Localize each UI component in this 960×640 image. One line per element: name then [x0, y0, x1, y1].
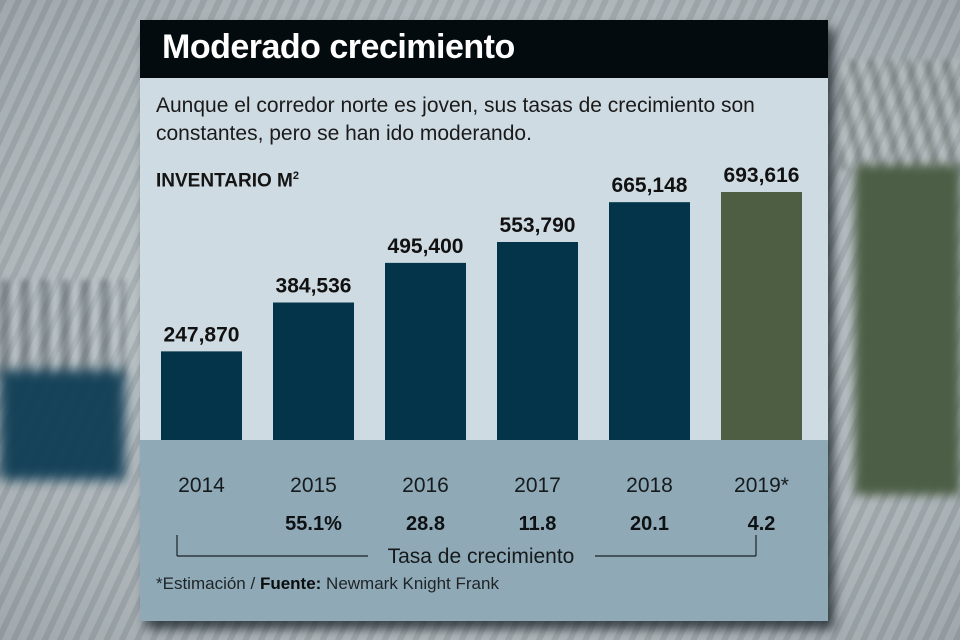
category-label: 2017: [514, 474, 561, 497]
y-axis-label: INVENTARIO M2: [156, 170, 299, 192]
lower-band: [140, 440, 828, 621]
source-footer: *Estimación / Fuente: Newmark Knight Fra…: [156, 574, 499, 594]
growth-rate-caption: Tasa de crecimiento: [388, 545, 575, 568]
value-label: 665,148: [612, 174, 688, 197]
background-blur-left-top: [0, 280, 125, 380]
inventory-label-text: INVENTARIO M: [156, 170, 293, 192]
category-label: 2015: [290, 474, 337, 497]
growth-rate-label: 55.1%: [285, 513, 342, 535]
growth-rate-label: 4.2: [748, 513, 776, 535]
bar-2018: [609, 202, 690, 440]
value-label: 495,400: [388, 235, 464, 258]
bar-2016: [385, 262, 466, 440]
value-label: 247,870: [164, 323, 240, 346]
chart-title: Moderado crecimiento: [162, 28, 515, 66]
category-label: 2018: [626, 474, 673, 497]
growth-rate-label: 20.1: [630, 513, 669, 535]
inventory-unit-sup: 2: [292, 170, 299, 182]
growth-rate-label: 28.8: [406, 513, 445, 535]
background-blur-left: [0, 370, 125, 480]
category-label: 2016: [402, 474, 449, 497]
title-bar: Moderado crecimiento: [140, 20, 828, 78]
bar-2019: [721, 192, 802, 440]
category-label: 2019*: [734, 474, 789, 497]
category-label: 2014: [178, 474, 225, 497]
bar-2017: [497, 241, 578, 440]
background-blur-right-top: [840, 60, 960, 170]
value-label: 693,616: [724, 164, 800, 187]
bar-2015: [273, 302, 354, 440]
infographic-panel: Moderado crecimiento Aunque el corredor …: [140, 20, 828, 621]
footer-note: *Estimación /: [156, 574, 260, 593]
footer-source: Newmark Knight Frank: [321, 574, 499, 593]
bar-chart: 247,870 2014 384,536 2015 55.1% 495,400 2016 28…: [161, 164, 802, 568]
bar-2014: [161, 351, 242, 440]
growth-rate-label: 11.8: [519, 513, 557, 535]
footer-source-label: Fuente:: [259, 574, 322, 593]
background-blur-right: [855, 165, 960, 495]
value-label: 384,536: [276, 275, 352, 298]
value-label: 553,790: [500, 214, 576, 237]
chart-subtitle: Aunque el corredor norte es joven, sus t…: [156, 94, 755, 145]
